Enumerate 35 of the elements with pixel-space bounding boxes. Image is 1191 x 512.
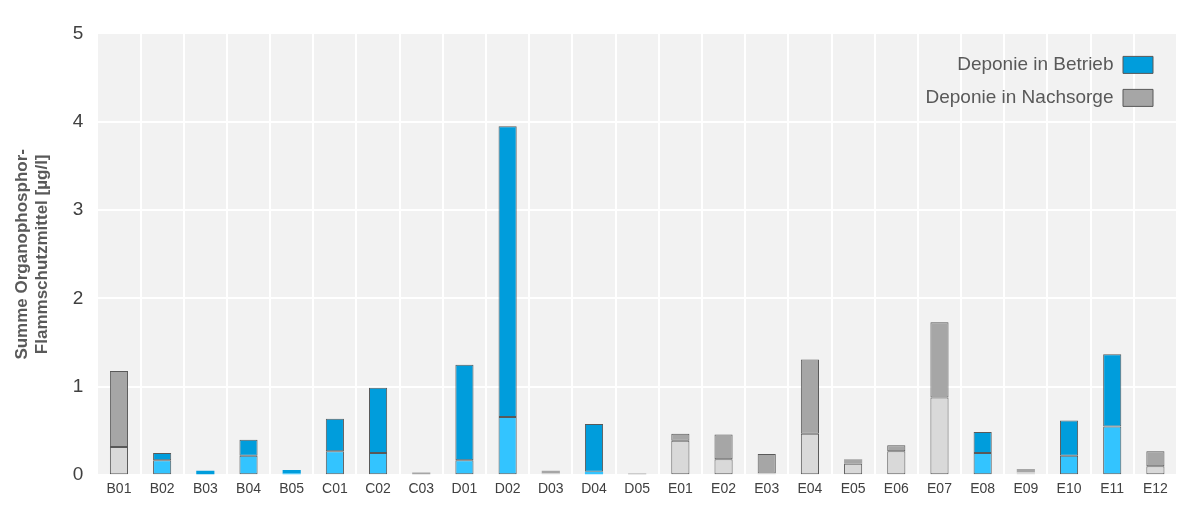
- x-tick-label: C03: [408, 480, 435, 497]
- legend-label: Deponie in Nachsorge: [925, 86, 1114, 108]
- y-tick-label: 0: [72, 463, 84, 485]
- x-tick-label: E05: [840, 480, 866, 497]
- x-tick-label: D01: [451, 480, 478, 497]
- x-tick-label: E03: [754, 480, 780, 497]
- x-tick-label: E04: [797, 480, 823, 497]
- x-tick-label: E08: [970, 480, 996, 497]
- x-tick-label: B04: [236, 480, 262, 497]
- x-tick-label: E06: [883, 480, 909, 497]
- legend-label: Deponie in Betrieb: [957, 53, 1114, 75]
- x-tick-label: B01: [106, 480, 132, 497]
- x-tick-label: E12: [1142, 480, 1169, 497]
- y-tick-label: 4: [72, 109, 84, 131]
- x-tick-label: D05: [624, 480, 651, 497]
- x-tick-label: E11: [1100, 480, 1125, 497]
- y-tick-label: 3: [72, 198, 84, 220]
- y-tick-label: 1: [72, 375, 84, 397]
- x-tick-label: B03: [192, 480, 218, 497]
- bar: [844, 459, 863, 464]
- x-tick-label: C01: [322, 480, 348, 497]
- y-axis-title: Summe Organophosphor- Flammschutzmittel [µg/l]: [11, 148, 52, 360]
- y-tick-label: 5: [72, 21, 84, 43]
- x-tick-label: C02: [365, 480, 392, 497]
- x-tick-label: D04: [581, 480, 608, 497]
- x-tick-label: E10: [1056, 480, 1082, 497]
- x-tick-label: E02: [711, 480, 737, 497]
- x-tick-label: E01: [667, 480, 694, 497]
- x-tick-label: E07: [927, 480, 953, 497]
- x-tick-label: E09: [1013, 480, 1039, 497]
- x-tick-label: D03: [537, 480, 564, 497]
- x-tick-label: B02: [149, 480, 175, 497]
- y-tick-label: 2: [72, 286, 84, 308]
- x-tick-label: B05: [279, 480, 305, 497]
- x-tick-label: D02: [494, 480, 521, 497]
